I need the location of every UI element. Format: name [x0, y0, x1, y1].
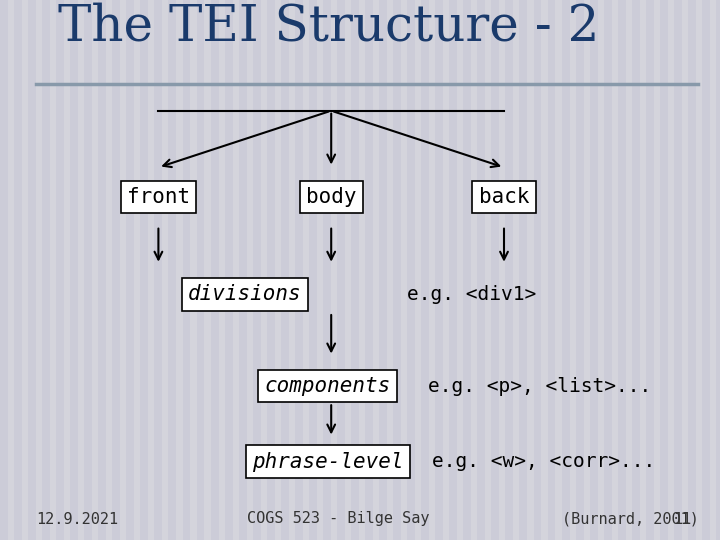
Bar	[309, 0, 317, 540]
Bar	[534, 0, 541, 540]
Bar	[408, 0, 415, 540]
Text: front: front	[127, 187, 190, 207]
Bar	[98, 0, 107, 540]
Bar	[253, 0, 261, 540]
Bar	[351, 0, 359, 540]
Bar	[0, 0, 8, 540]
Bar	[56, 0, 64, 540]
Bar	[547, 0, 555, 540]
Bar	[464, 0, 472, 540]
Text: 11: 11	[673, 511, 691, 526]
Bar	[154, 0, 163, 540]
Text: (Burnard, 2001): (Burnard, 2001)	[562, 511, 698, 526]
Text: The TEI Structure - 2: The TEI Structure - 2	[58, 2, 599, 51]
Bar	[505, 0, 513, 540]
Bar	[632, 0, 639, 540]
Bar	[140, 0, 148, 540]
Bar	[660, 0, 668, 540]
Bar	[603, 0, 612, 540]
Bar	[210, 0, 219, 540]
Bar	[28, 0, 36, 540]
Bar	[674, 0, 682, 540]
Bar	[225, 0, 233, 540]
Bar	[183, 0, 191, 540]
Bar	[576, 0, 583, 540]
Bar	[365, 0, 373, 540]
Text: components: components	[264, 376, 391, 396]
Bar	[435, 0, 444, 540]
Bar	[281, 0, 289, 540]
Text: phrase-level: phrase-level	[252, 451, 403, 472]
Bar	[379, 0, 387, 540]
Bar	[239, 0, 246, 540]
Bar	[702, 0, 710, 540]
Bar	[84, 0, 92, 540]
Bar	[197, 0, 204, 540]
Bar	[14, 0, 22, 540]
Bar	[491, 0, 500, 540]
Bar	[477, 0, 485, 540]
Bar	[42, 0, 50, 540]
Text: back: back	[479, 187, 529, 207]
Bar	[688, 0, 696, 540]
Bar	[266, 0, 275, 540]
Bar	[590, 0, 598, 540]
Bar	[393, 0, 401, 540]
Bar	[295, 0, 302, 540]
Text: 12.9.2021: 12.9.2021	[36, 511, 118, 526]
Bar	[323, 0, 331, 540]
Bar	[562, 0, 570, 540]
Text: e.g. <div1>: e.g. <div1>	[407, 285, 536, 304]
Bar	[112, 0, 120, 540]
Bar	[520, 0, 527, 540]
Bar	[421, 0, 429, 540]
Bar	[168, 0, 176, 540]
Text: body: body	[306, 187, 356, 207]
Bar	[337, 0, 345, 540]
Bar	[716, 0, 720, 540]
Bar	[646, 0, 654, 540]
Bar	[71, 0, 78, 540]
Text: divisions: divisions	[188, 284, 302, 305]
Text: e.g. <p>, <list>...: e.g. <p>, <list>...	[428, 376, 652, 396]
Bar	[618, 0, 626, 540]
Bar	[449, 0, 457, 540]
Text: e.g. <w>, <corr>...: e.g. <w>, <corr>...	[432, 452, 655, 471]
Text: COGS 523 - Bilge Say: COGS 523 - Bilge Say	[247, 511, 430, 526]
Bar	[127, 0, 134, 540]
